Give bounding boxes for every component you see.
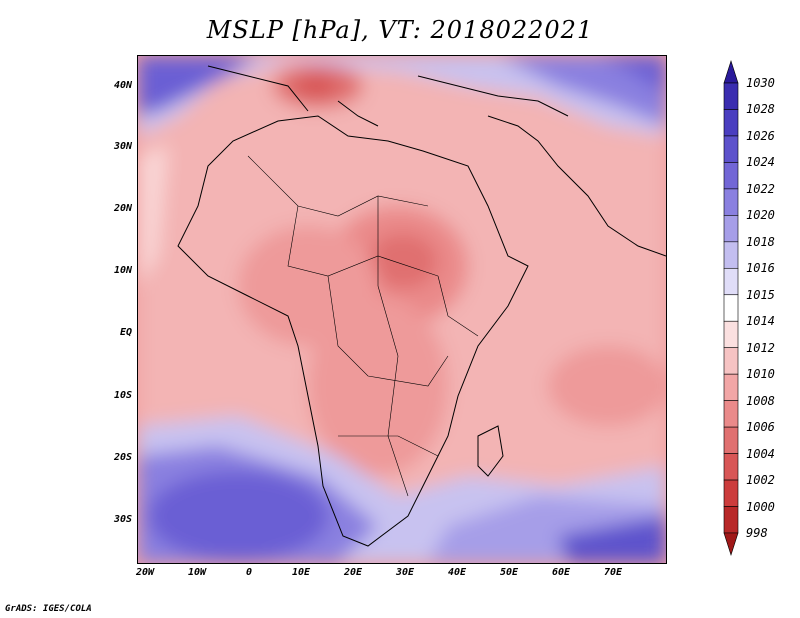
colorbar-top-arrow (723, 60, 739, 84)
colorbar-level-label: 1030 (746, 76, 775, 90)
colorbar-level-label: 1002 (746, 473, 775, 488)
colorbar-level-label: 1008 (746, 393, 775, 408)
colorbar-band (723, 267, 739, 296)
lon-label-60e: 60E (551, 567, 571, 578)
colorbar-level-label: 1000 (746, 499, 775, 514)
lat-label-30s: 30S (113, 514, 132, 525)
lat-label-10s: 10S (113, 390, 132, 401)
lat-label-10n: 10N (113, 265, 132, 276)
colorbar-band (723, 241, 739, 269)
colorbar-band (723, 135, 739, 163)
colorbar-level-label: 1010 (746, 367, 775, 382)
colorbar-band (723, 162, 739, 190)
colorbar-band (723, 479, 739, 507)
credit-text: GrADS: IGES/COLA (5, 604, 92, 614)
colorbar-band (723, 347, 739, 375)
lon-label-10w: 10W (187, 567, 207, 578)
colorbar-level-label: 1020 (746, 208, 775, 223)
pressure-shading (138, 56, 666, 563)
map-title: MSLP [hPa], VT: 2018022021 (206, 16, 594, 44)
colorbar-level-label: 1028 (746, 102, 775, 117)
colorbar-band (723, 82, 739, 110)
colorbar-bottom-arrow (723, 532, 739, 556)
colorbar-level-label: 998 (746, 526, 768, 540)
coastlines (177, 65, 666, 547)
lon-label-20w: 20W (135, 567, 155, 578)
colorbar-band (723, 188, 739, 216)
colorbar-level-label: 1024 (746, 155, 775, 170)
colorbar-band (723, 506, 739, 534)
colorbar-level-label: 1015 (746, 287, 775, 302)
mslp-field (138, 56, 666, 563)
colorbar (723, 60, 739, 556)
lon-label-70e: 70E (603, 567, 623, 578)
colorbar-band (723, 320, 739, 349)
pressure-map (137, 55, 667, 564)
country-borders (247, 155, 479, 497)
lon-label-50e: 50E (499, 567, 519, 578)
colorbar-level-label: 1018 (746, 234, 775, 249)
lon-label-0: 0 (245, 567, 253, 578)
colorbar-band (723, 426, 739, 454)
colorbar-band (723, 215, 739, 243)
lon-label-30e: 30E (395, 567, 415, 578)
colorbar-level-label: 1016 (746, 261, 775, 276)
lat-label-20s: 20S (113, 452, 132, 463)
colorbar-band (723, 294, 739, 322)
lon-label-20e: 20E (343, 567, 363, 578)
colorbar-level-label: 1004 (746, 446, 775, 461)
colorbar-band (723, 400, 739, 428)
colorbar-band (723, 109, 739, 137)
colorbar-level-label: 1022 (746, 181, 775, 196)
lon-label-10e: 10E (291, 567, 311, 578)
lat-label-eq: EQ (119, 327, 132, 338)
lat-label-20n: 20N (113, 203, 132, 214)
colorbar-level-label: 1026 (746, 128, 775, 143)
colorbar-level-label: 1012 (746, 340, 775, 355)
colorbar-level-label: 1014 (746, 314, 775, 329)
colorbar-level-label: 1006 (746, 420, 775, 435)
colorbar-band (723, 453, 739, 481)
colorbar-band (723, 373, 739, 401)
lat-label-30n: 30N (113, 141, 132, 152)
lat-label-40n: 40N (113, 80, 132, 91)
lon-label-40e: 40E (447, 567, 467, 578)
